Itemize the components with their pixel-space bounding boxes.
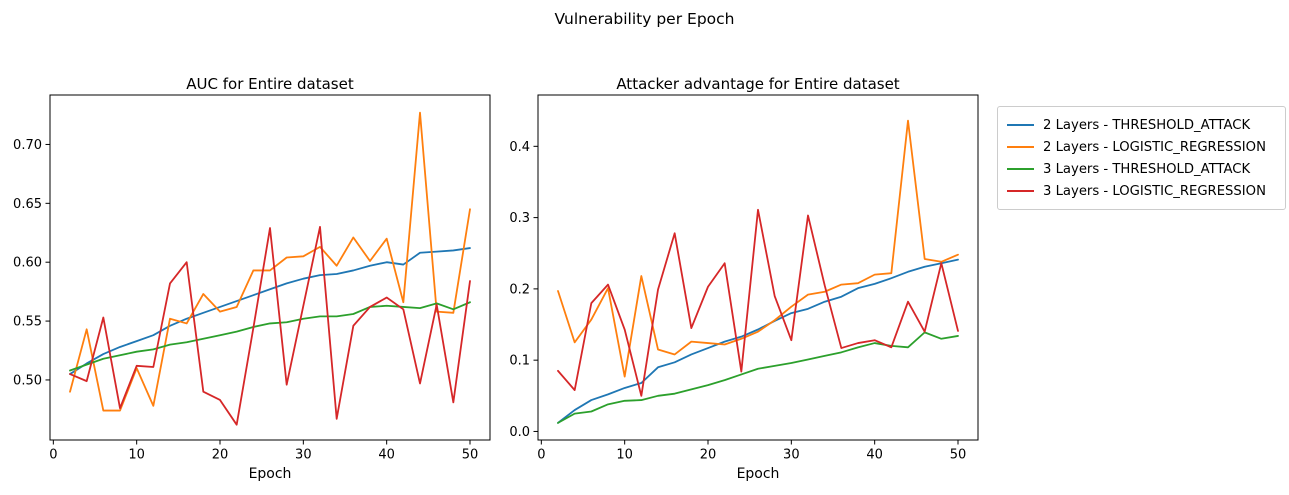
figure-suptitle: Vulnerability per Epoch — [554, 10, 735, 28]
axes-spines — [537, 94, 979, 441]
legend-line-swatch-orange — [1007, 145, 1034, 149]
y-tick-label: 0.4 — [509, 140, 530, 155]
chart-canvas: 0 10 20 30 40 50 0.50 0.55 0.60 0.65 0.70 — [13, 94, 491, 463]
x-tick-label: 10 — [128, 448, 145, 461]
y-tick-label: 0.60 — [13, 256, 42, 271]
legend-item: 2 Layers - THRESHOLD_ATTACK — [1007, 114, 1275, 136]
y-tick-label: 0.70 — [13, 138, 42, 153]
series-line-2-layers-logistic-regression — [69, 111, 471, 412]
series-line-3-layers-logistic-regression — [557, 208, 959, 397]
series-line-3-layers-logistic-regression — [69, 225, 471, 426]
y-tick-label: 0.3 — [509, 211, 530, 226]
legend-box: 2 Layers - THRESHOLD_ATTACK 2 Layers - L… — [997, 106, 1286, 210]
left-chart-title: AUC for Entire dataset — [186, 75, 354, 93]
series-line-2-layers-threshold-attack — [69, 247, 471, 375]
x-tick-label: 20 — [212, 448, 229, 461]
legend-label: 3 Layers - LOGISTIC_REGRESSION — [1043, 183, 1266, 199]
y-tick-label: 0.65 — [13, 197, 42, 212]
series-line-3-layers-threshold-attack — [69, 301, 471, 372]
left-chart-auc: 0 10 20 30 40 50 0.50 0.55 0.60 0.65 0.70 — [0, 60, 510, 464]
y-tick-label: 0.2 — [509, 282, 530, 297]
legend-line-swatch-red — [1007, 189, 1034, 193]
left-chart-xlabel: Epoch — [248, 466, 292, 482]
series-line-2-layers-logistic-regression — [557, 119, 959, 378]
y-tick-label: 0.55 — [13, 315, 42, 330]
legend-line-swatch-blue — [1007, 123, 1034, 127]
x-tick-label: 40 — [378, 448, 395, 461]
x-tick-label: 30 — [783, 448, 800, 461]
y-tick-label: 0.0 — [509, 425, 530, 440]
y-tick-label: 0.1 — [509, 354, 530, 369]
chart-canvas: 0 10 20 30 40 50 0.0 0.1 0.2 0.3 0.4 — [509, 94, 979, 463]
x-tick-label: 0 — [49, 448, 57, 461]
x-tick-label: 30 — [295, 448, 312, 461]
right-chart-attacker-advantage: 0 10 20 30 40 50 0.0 0.1 0.2 0.3 0.4 — [490, 60, 990, 464]
right-chart-title: Attacker advantage for Entire dataset — [616, 75, 900, 93]
legend-line-swatch-green — [1007, 167, 1034, 171]
x-tick-label: 10 — [616, 448, 633, 461]
legend-label: 2 Layers - THRESHOLD_ATTACK — [1043, 117, 1251, 133]
right-chart-xlabel: Epoch — [736, 466, 780, 482]
x-tick-label: 20 — [700, 448, 717, 461]
x-tick-label: 50 — [462, 448, 479, 461]
x-tick-label: 40 — [866, 448, 883, 461]
legend-item: 3 Layers - LOGISTIC_REGRESSION — [1007, 180, 1275, 202]
series-line-2-layers-threshold-attack — [557, 258, 959, 424]
legend-label: 3 Layers - THRESHOLD_ATTACK — [1043, 161, 1251, 177]
x-tick-label: 0 — [537, 448, 545, 461]
axes-spines — [49, 94, 491, 441]
legend-item: 3 Layers - THRESHOLD_ATTACK — [1007, 158, 1275, 180]
legend-item: 2 Layers - LOGISTIC_REGRESSION — [1007, 136, 1275, 158]
x-tick-label: 50 — [950, 448, 967, 461]
y-tick-label: 0.50 — [13, 373, 42, 388]
legend-label: 2 Layers - LOGISTIC_REGRESSION — [1043, 139, 1266, 155]
